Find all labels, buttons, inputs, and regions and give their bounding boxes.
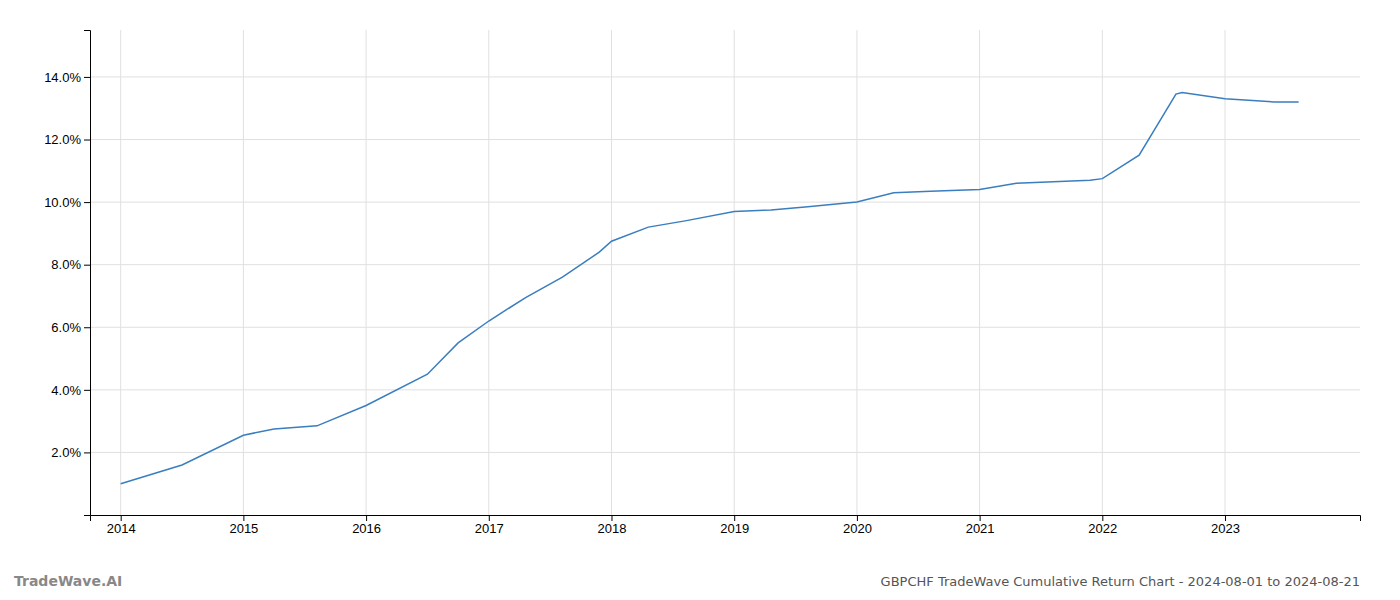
tick: 2022	[1088, 515, 1117, 536]
tick-label: 14.0%	[44, 70, 81, 85]
tick-mark	[857, 515, 858, 521]
tick-mark	[243, 515, 244, 521]
tick: 8.0%	[51, 257, 90, 272]
tick-mark	[84, 202, 90, 203]
tick-label: 10.0%	[44, 195, 81, 210]
grid	[90, 30, 1360, 515]
tick-mark	[366, 515, 367, 521]
tick-mark	[489, 515, 490, 521]
tick-mark	[84, 77, 90, 78]
tick: 6.0%	[51, 320, 90, 335]
grid-line	[243, 30, 244, 515]
grid-line	[90, 202, 1360, 203]
tick-label: 2.0%	[51, 445, 81, 460]
line	[121, 93, 1299, 484]
tick-label: 12.0%	[44, 132, 81, 147]
tick-label: 2016	[352, 521, 381, 536]
tick: 10.0%	[44, 195, 90, 210]
grid-line	[1225, 30, 1226, 515]
grid-line	[856, 30, 857, 515]
grid-line	[90, 452, 1360, 453]
tick-label: 2021	[966, 521, 995, 536]
tick-mark	[734, 515, 735, 521]
x-axis: 2014 2015 2016 2017 2018 2019 2020 2021 2022 2023	[91, 515, 1361, 536]
tick: 2023	[1211, 515, 1240, 536]
tick-mark	[84, 140, 90, 141]
tick: 2017	[475, 515, 504, 536]
axis-line	[91, 516, 1361, 522]
tick: 2021	[966, 515, 995, 536]
tick: 4.0%	[51, 382, 90, 397]
tick: 2020	[843, 515, 872, 536]
tick: 2016	[352, 515, 381, 536]
tick-mark	[1102, 515, 1103, 521]
grid-line	[1102, 30, 1103, 515]
tick-mark	[84, 390, 90, 391]
tick-label: 2017	[475, 521, 504, 536]
marks	[121, 93, 1299, 484]
tick-label: 6.0%	[51, 320, 81, 335]
grid-line	[734, 30, 735, 515]
tick: 12.0%	[44, 132, 90, 147]
plot-area: 2014 2015 2016 2017 2018 2019 2020 2021 2022 2023…	[44, 30, 1360, 536]
y-axis: 2.0% 4.0% 6.0% 8.0% 10.0% 12.0% 14.0%	[44, 31, 90, 516]
axis-line	[84, 31, 91, 516]
tick-mark	[84, 327, 90, 328]
grid-line	[90, 139, 1360, 140]
tick: 14.0%	[44, 70, 90, 85]
tick: 2.0%	[51, 445, 90, 460]
grid-line	[611, 30, 612, 515]
tick-mark	[1225, 515, 1226, 521]
chart: 2014 2015 2016 2017 2018 2019 2020 2021 2022 2023…	[0, 0, 1400, 600]
tick: 2018	[598, 515, 627, 536]
title: GBPCHF TradeWave Cumulative Return Chart…	[881, 574, 1360, 589]
grid-line	[90, 76, 1360, 77]
tick-mark	[84, 452, 90, 453]
tick-mark	[84, 265, 90, 266]
tick-mark	[980, 515, 981, 521]
tick-label: 2015	[229, 521, 258, 536]
tick-label: 2022	[1088, 521, 1117, 536]
tick-label: 4.0%	[51, 382, 81, 397]
tick: 2014	[107, 515, 136, 536]
tick: 2015	[229, 515, 258, 536]
grid-line	[366, 30, 367, 515]
tick-label: 2020	[843, 521, 872, 536]
tick-label: 8.0%	[51, 257, 81, 272]
grid-line	[979, 30, 980, 515]
tick-label: 2014	[107, 521, 136, 536]
tick-label: 2019	[720, 521, 749, 536]
grid-line	[90, 389, 1360, 390]
tick-label: 2018	[598, 521, 627, 536]
grid-line	[90, 327, 1360, 328]
grid-line	[120, 30, 121, 515]
grid-line	[90, 264, 1360, 265]
tick-mark	[611, 515, 612, 521]
annotation: TradeWave.AI	[14, 573, 122, 589]
tick-label: 2023	[1211, 521, 1240, 536]
grid-line	[488, 30, 489, 515]
tick-mark	[121, 515, 122, 521]
tick: 2019	[720, 515, 749, 536]
